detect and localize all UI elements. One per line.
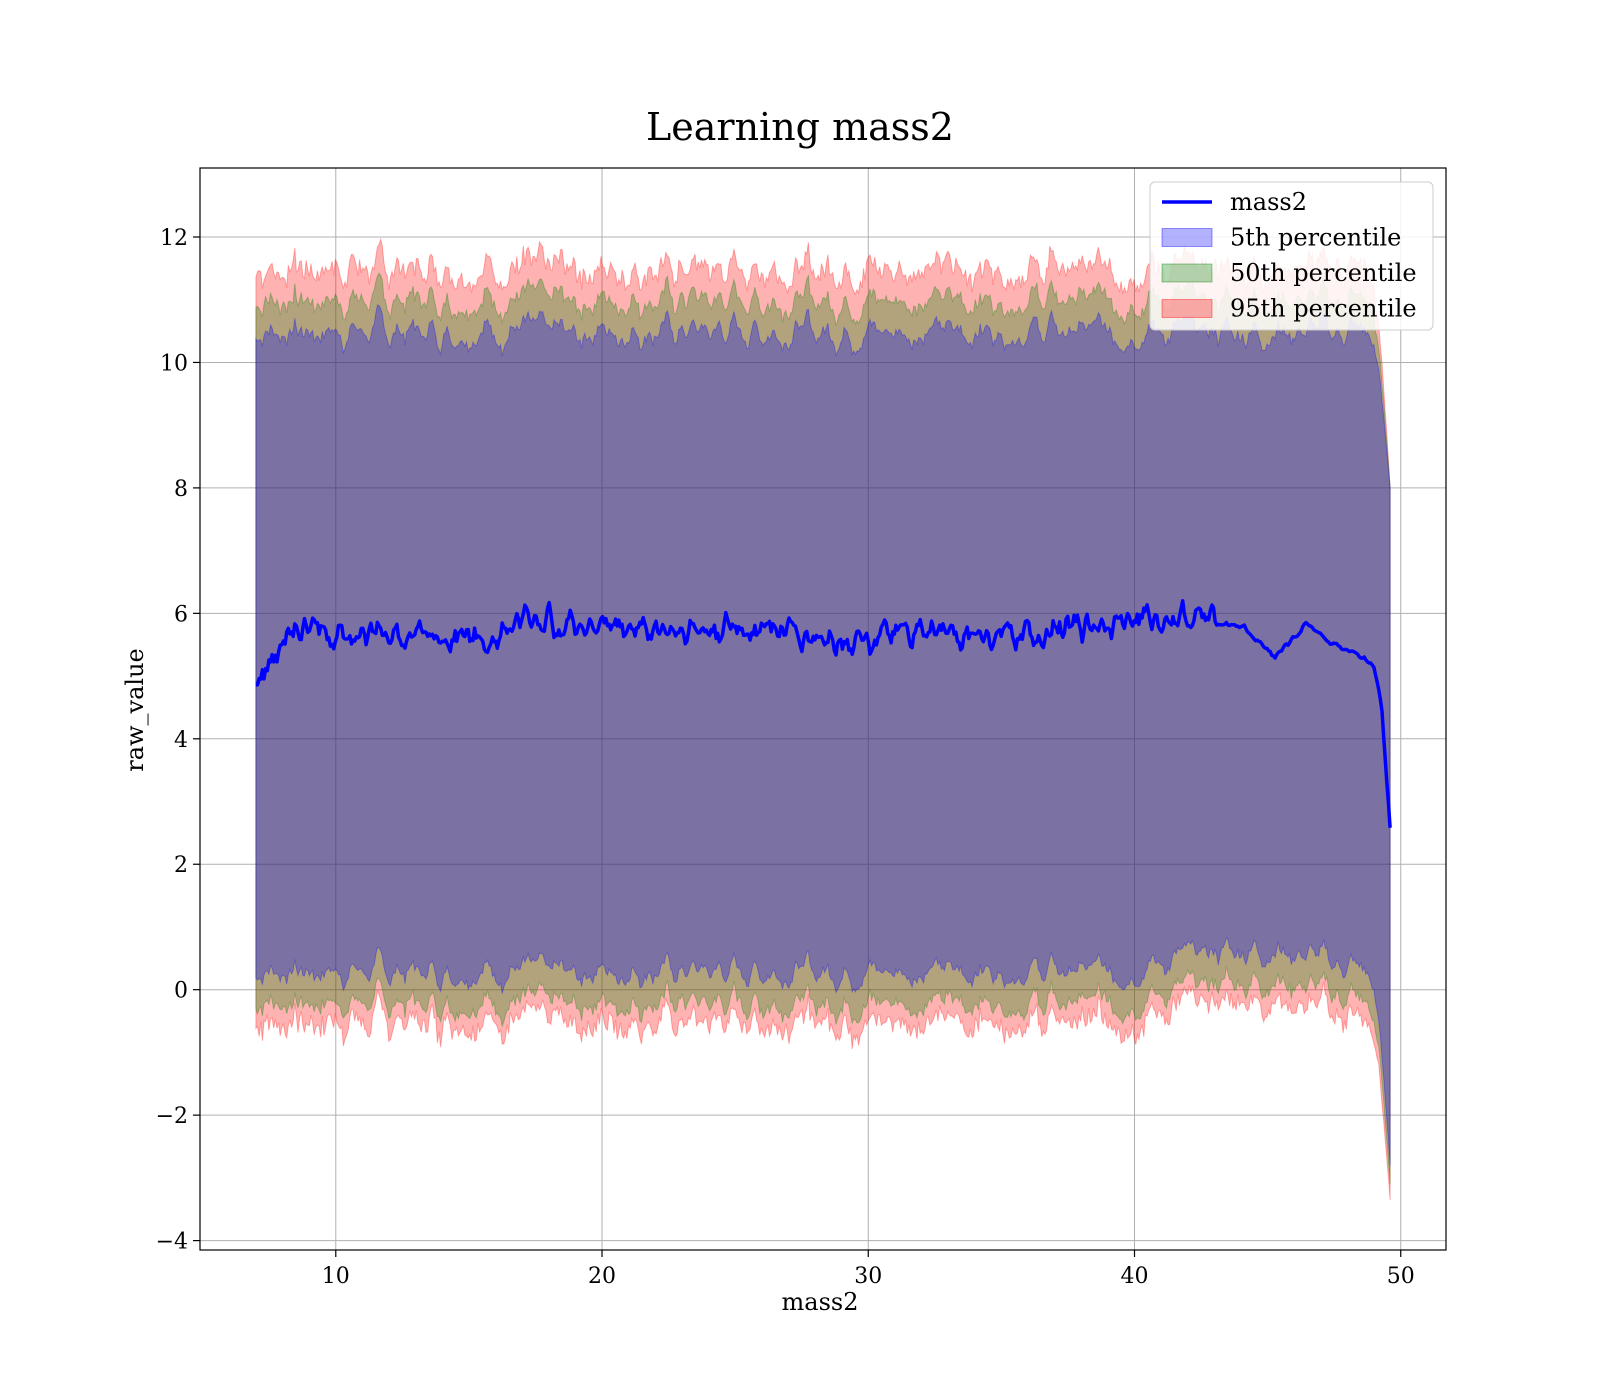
y-tick-label: 12: [160, 226, 188, 251]
legend: mass2 5th percentile 50th percentile 95th p…: [1149, 181, 1434, 331]
x-axis-label: mass2: [782, 1288, 859, 1316]
legend-label: 95th percentile: [1230, 295, 1417, 323]
y-tick-label: 4: [174, 728, 188, 753]
legend-box: [1149, 181, 1434, 331]
y-tick-label: 6: [174, 602, 188, 627]
chart-title: Learning mass2: [646, 105, 954, 149]
x-tick-label: 30: [854, 1264, 882, 1289]
band-50th: [255, 272, 1391, 1185]
y-axis-ticks: −4 −2 0 2 4 6 8 10 12: [156, 226, 200, 1255]
plot-frame: [199, 167, 1447, 1251]
x-tick-label: 20: [588, 1264, 616, 1289]
x-axis-ticks: 10 20 30 40 50: [322, 1250, 1415, 1289]
y-tick-label: 10: [160, 351, 188, 376]
band-95th: [255, 237, 1391, 1200]
percentile-bands: [255, 237, 1391, 1200]
series-lines: [255, 599, 1392, 828]
series-line-mass2: [255, 599, 1392, 828]
y-tick-label: −4: [156, 1230, 188, 1255]
x-tick-label: 40: [1121, 1264, 1149, 1289]
legend-swatch-band: [1161, 299, 1213, 318]
legend-swatch-band: [1161, 228, 1213, 247]
x-tick-label: 50: [1387, 1264, 1415, 1289]
y-tick-label: 2: [174, 853, 188, 878]
legend-label: mass2: [1230, 188, 1307, 216]
y-tick-label: −2: [156, 1104, 188, 1129]
legend-swatch-band: [1161, 263, 1213, 283]
x-tick-label: 10: [322, 1264, 350, 1289]
y-tick-label: 8: [174, 477, 188, 502]
legend-label: 50th percentile: [1230, 259, 1417, 287]
y-axis-label: raw_value: [121, 648, 149, 772]
legend-label: 5th percentile: [1230, 224, 1401, 252]
band-5th: [255, 304, 1391, 1166]
y-tick-label: 0: [174, 979, 188, 1004]
